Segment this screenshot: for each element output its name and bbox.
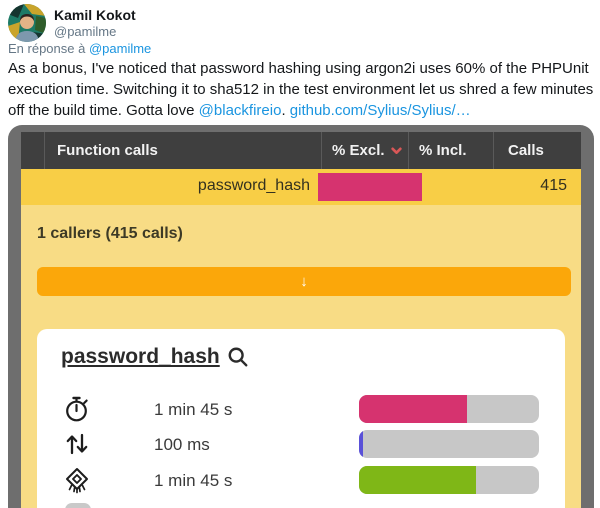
blackfireio-mention-link[interactable]: @blackfireio — [198, 102, 282, 119]
stopwatch-icon — [66, 396, 88, 422]
author-name[interactable]: Kamil Kokot — [54, 7, 136, 23]
github-link[interactable]: github.com/Sylius/Sylius/… — [289, 102, 471, 119]
tweet-text-main: As a bonus, I've noticed that password h… — [8, 60, 594, 119]
metric-value: 1 min 45 s — [154, 471, 233, 490]
author-handle[interactable]: @pamilme — [54, 24, 117, 39]
column-header-excl[interactable]: % Excl. — [321, 132, 408, 169]
function-name: password_hash — [197, 177, 310, 194]
function-detail-card: password_hash 1 min 45 s — [37, 329, 565, 508]
partial-next-metric-icon — [65, 503, 91, 508]
callers-panel: 1 callers (415 calls) ↓ password_hash — [21, 205, 581, 508]
reply-line: En réponse à @pamilme — [8, 41, 151, 56]
metric-row: 100 ms — [37, 430, 565, 458]
jump-down-button[interactable]: ↓ — [37, 267, 571, 296]
down-arrow-icon: ↓ — [300, 273, 308, 290]
detail-function-link[interactable]: password_hash — [61, 345, 220, 368]
metric-bar — [359, 430, 539, 458]
sort-desc-icon — [390, 146, 402, 154]
selected-function-row[interactable]: password_hash 415 — [21, 169, 581, 205]
metric-bar — [359, 395, 539, 423]
metric-row: 1 min 45 s — [37, 395, 565, 423]
search-icon[interactable] — [227, 346, 249, 368]
expand-column-header — [21, 132, 45, 169]
io-arrows-icon — [66, 433, 88, 455]
metric-bar — [359, 466, 539, 494]
column-header-calls[interactable]: Calls — [493, 132, 581, 169]
calls-count: 415 — [540, 177, 567, 194]
metric-value: 1 min 45 s — [154, 400, 233, 419]
reply-prefix: En réponse à — [8, 41, 89, 56]
avatar-image — [8, 4, 46, 42]
profiler-table-header: Function calls % Excl. % Incl. Calls — [21, 132, 581, 169]
tweet-text: As a bonus, I've noticed that password h… — [8, 58, 596, 121]
excl-percentage-bar — [318, 173, 422, 201]
cpu-chip-icon — [66, 468, 88, 494]
metric-value: 100 ms — [154, 435, 210, 454]
metric-bar-fill — [359, 430, 363, 458]
embedded-screenshot[interactable]: Function calls % Excl. % Incl. Calls pas… — [8, 125, 594, 508]
metric-bar-fill — [359, 395, 467, 423]
callers-summary: 1 callers (415 calls) — [37, 225, 183, 242]
avatar[interactable] — [8, 4, 46, 42]
column-header-function-calls[interactable]: Function calls — [57, 142, 158, 159]
metric-row: 1 min 45 s — [37, 466, 565, 494]
metric-bar-fill — [359, 466, 476, 494]
tweet-text-separator: . — [281, 102, 290, 119]
column-header-incl[interactable]: % Incl. — [408, 132, 493, 169]
reply-mention-link[interactable]: @pamilme — [88, 41, 152, 56]
